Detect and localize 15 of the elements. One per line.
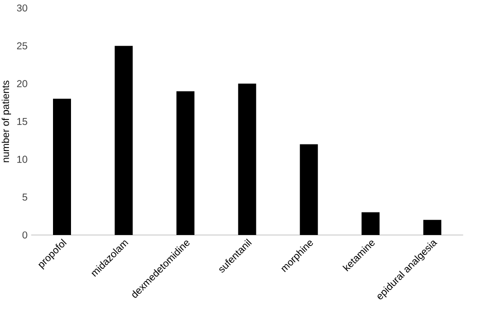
bar [176,91,194,235]
bar [238,84,256,235]
bar [300,144,318,235]
y-tick-label: 20 [17,80,28,88]
y-tick-label: 30 [16,4,28,12]
y-tick-label: 25 [17,42,28,50]
bar [114,46,133,235]
bar [53,98,72,235]
y-tick-label: 5 [22,194,28,201]
y-axis-title: number of patients [2,80,12,162]
bar [362,212,380,235]
y-tick-label: 15 [17,118,28,125]
y-tick-label: 10 [17,156,28,163]
y-tick-label: 0 [22,231,28,239]
bar [423,220,442,235]
